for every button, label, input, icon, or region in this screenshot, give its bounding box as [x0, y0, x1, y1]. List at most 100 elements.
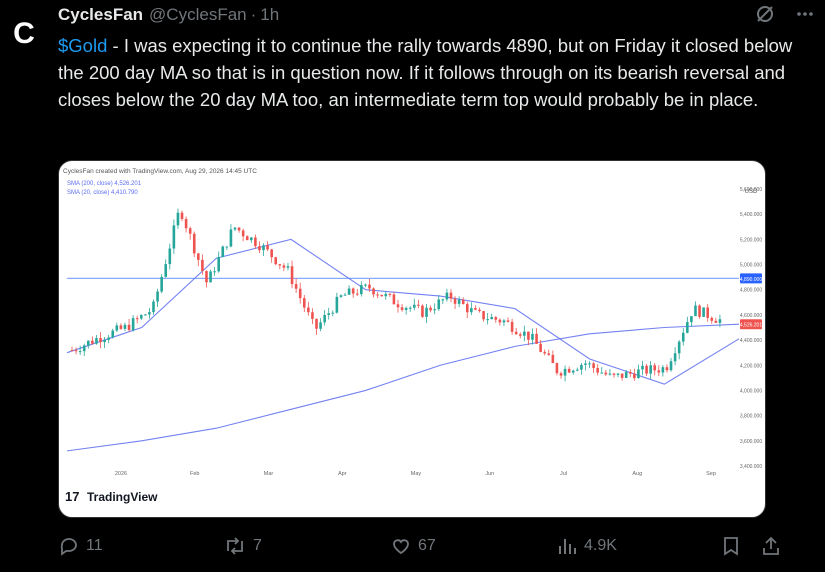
reply-button[interactable]: 11: [58, 535, 103, 557]
candle-body: [514, 331, 518, 335]
grok-icon[interactable]: [755, 4, 775, 24]
candle-body: [616, 373, 620, 375]
candle-body: [482, 311, 485, 320]
candle-body: [612, 373, 616, 375]
repost-button[interactable]: 7: [223, 535, 262, 557]
candle-body: [148, 312, 151, 315]
candle-body: [282, 265, 286, 268]
avatar[interactable]: C: [4, 14, 44, 54]
y-tick-label: 4,800.000: [740, 288, 762, 294]
candle-body: [388, 293, 392, 295]
candle-body: [563, 368, 567, 376]
candle-body: [417, 304, 420, 306]
candle-body: [176, 212, 180, 226]
candle-body: [641, 365, 644, 370]
tradingview-brand: TradingView: [87, 490, 158, 504]
candle-body: [78, 351, 82, 353]
candle-body: [245, 236, 249, 241]
candle-body: [620, 373, 624, 378]
candle-body: [197, 253, 200, 260]
candle-body: [698, 305, 701, 317]
views-button[interactable]: 4.9K: [556, 535, 617, 557]
heart-icon: [393, 539, 409, 555]
like-count: 67: [418, 537, 436, 554]
candle-body: [172, 225, 176, 249]
candle-body: [637, 369, 640, 379]
y-tick-label: 5,400.000: [740, 212, 762, 218]
cashtag-link[interactable]: $Gold: [58, 35, 108, 56]
candle-body: [123, 324, 127, 329]
candle-body: [628, 371, 632, 374]
view-count: 4.9K: [584, 537, 617, 554]
user-handle[interactable]: @CyclesFan: [149, 5, 247, 24]
candle-body: [111, 330, 115, 338]
bookmark-button[interactable]: [720, 535, 742, 557]
x-tick-label: Apr: [338, 471, 347, 477]
x-tick-label: Feb: [190, 471, 199, 477]
candle-body: [690, 316, 693, 323]
repost-icon: [227, 537, 243, 555]
candle-body: [547, 353, 551, 355]
y-tick-label: 4,200.000: [740, 363, 762, 369]
display-name[interactable]: CyclesFan: [58, 5, 144, 24]
candle-body: [600, 372, 604, 374]
candle-body: [404, 307, 408, 310]
candle-body: [694, 305, 697, 317]
candle-body: [392, 294, 396, 305]
candle-body: [376, 294, 379, 296]
candle-body: [681, 332, 685, 342]
candle-body: [115, 325, 119, 331]
candle-body: [254, 237, 257, 247]
share-icon: [763, 536, 779, 555]
y-tick-label: 4,600.000: [740, 313, 762, 319]
candle-body: [131, 318, 135, 331]
candle-body: [478, 309, 481, 312]
like-button[interactable]: 67: [390, 535, 436, 557]
reply-icon: [60, 538, 77, 556]
price-tag-label: 4,526.201: [740, 323, 762, 329]
y-tick-label: 4,400.000: [740, 338, 762, 344]
sma-legend-entry: SMA (20, close) 4,410.790: [67, 190, 138, 196]
share-button[interactable]: [760, 535, 782, 557]
candle-body: [486, 319, 489, 321]
candle-body: [437, 299, 441, 310]
sma-20-line: [66, 238, 740, 385]
candle-body: [596, 367, 599, 373]
y-tick-label: 4,000.000: [740, 388, 762, 394]
candle-body: [274, 257, 278, 265]
candle-body: [584, 363, 587, 365]
candle-body: [250, 237, 253, 241]
candle-body: [201, 259, 204, 272]
candle-body: [413, 304, 416, 308]
candle-body: [315, 318, 318, 329]
candle-body: [107, 337, 110, 340]
y-tick-label: 5,200.000: [740, 237, 762, 243]
chart-image[interactable]: CyclesFan created with TradingView.com, …: [58, 160, 766, 518]
post-time[interactable]: 1h: [260, 5, 280, 24]
candle-body: [718, 319, 722, 323]
candle-body: [686, 322, 689, 333]
candle-body: [677, 341, 681, 354]
candle-body: [298, 288, 302, 299]
candle-body: [633, 373, 636, 379]
candle-body: [286, 266, 290, 268]
candle-body: [588, 363, 591, 365]
candle-body: [461, 299, 465, 305]
tweet-text: $Gold - I was expecting it to continue t…: [58, 32, 798, 113]
tweet-header: CyclesFan @CyclesFan · 1h: [58, 4, 815, 26]
price-tag: [740, 319, 762, 330]
y-tick-label: 3,600.000: [740, 439, 762, 445]
y-tick-label: 3,800.000: [740, 414, 762, 420]
candle-body: [119, 325, 123, 329]
candle-body: [555, 363, 559, 374]
more-icon[interactable]: [795, 4, 815, 24]
candle-body: [95, 338, 98, 344]
candle-body: [518, 334, 522, 336]
candle-body: [653, 365, 657, 371]
candle-body: [164, 264, 168, 277]
candle-body: [290, 266, 294, 285]
candle-body: [360, 285, 363, 295]
candle-body: [339, 295, 343, 297]
candle-body: [645, 365, 648, 374]
candle-body: [433, 309, 436, 311]
